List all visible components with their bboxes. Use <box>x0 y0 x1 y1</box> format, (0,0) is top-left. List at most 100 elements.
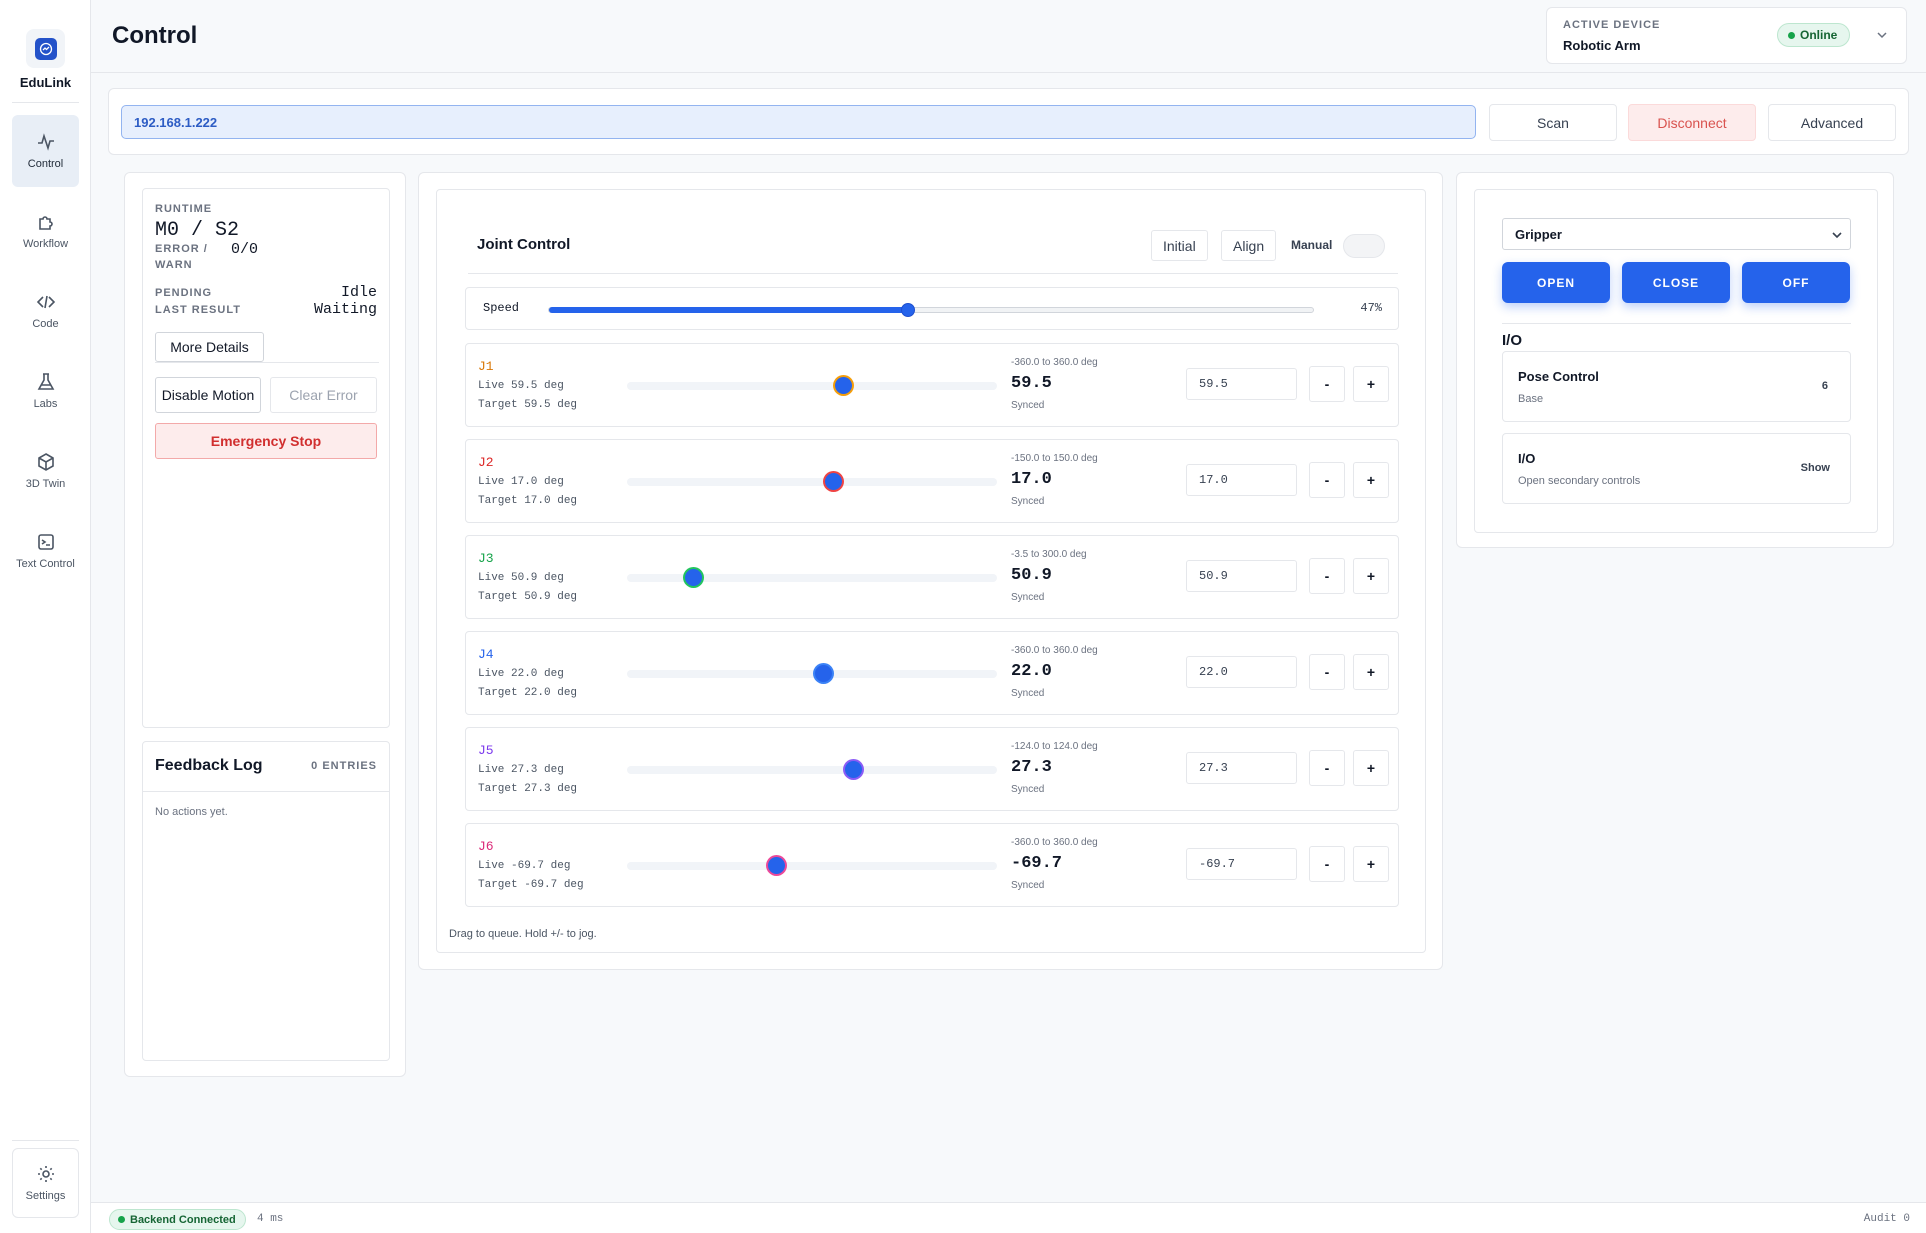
speed-slider-fill <box>549 307 909 313</box>
joint-increment-button[interactable]: + <box>1353 558 1389 594</box>
joint-slider-handle[interactable] <box>685 569 703 586</box>
sidebar-item-text-control[interactable]: Text Control <box>12 515 79 587</box>
sidebar-item-settings[interactable]: Settings <box>12 1148 79 1218</box>
feedback-divider <box>143 791 389 792</box>
joint-value-input[interactable] <box>1186 560 1297 592</box>
joint-range: -360.0 to 360.0 deg <box>1011 837 1098 848</box>
gripper-select[interactable]: Gripper <box>1502 218 1851 250</box>
joint-name: J4 <box>478 647 494 662</box>
ip-address-input[interactable] <box>121 105 1476 139</box>
status-panel: RUNTIME M0 / S2 ERROR / WARN 0/0 PENDING… <box>124 172 406 1077</box>
joint-increment-button[interactable]: + <box>1353 462 1389 498</box>
joint-value-input[interactable] <box>1186 368 1297 400</box>
chevron-down-icon[interactable] <box>1873 26 1891 44</box>
joint-slider-handle[interactable] <box>768 857 786 874</box>
joint-decrement-button[interactable]: - <box>1309 750 1345 786</box>
joint-live-value: Live -69.7 deg <box>478 860 571 872</box>
active-device-selector[interactable]: ACTIVE DEVICE Robotic Arm Online <box>1546 7 1907 64</box>
joint-increment-button[interactable]: + <box>1353 654 1389 690</box>
error-warn-label: ERROR / WARN <box>155 243 208 271</box>
feedback-log-count: 0 ENTRIES <box>311 760 377 772</box>
joint-increment-button[interactable]: + <box>1353 846 1389 882</box>
disable-motion-button[interactable]: Disable Motion <box>155 377 261 413</box>
joint-sync-status: Synced <box>1011 592 1045 603</box>
brand-name: EduLink <box>19 75 72 90</box>
code-icon <box>36 295 55 309</box>
manual-toggle[interactable] <box>1343 234 1385 258</box>
gripper-close-button[interactable]: CLOSE <box>1622 262 1730 303</box>
disconnect-button[interactable]: Disconnect <box>1628 104 1756 141</box>
joint-value-input[interactable] <box>1186 656 1297 688</box>
joint-increment-button[interactable]: + <box>1353 750 1389 786</box>
joint-decrement-button[interactable]: - <box>1309 846 1345 882</box>
sidebar-item-label: Labs <box>33 398 58 410</box>
joint-live-value: Live 59.5 deg <box>478 380 564 392</box>
sidebar-item-labs[interactable]: Labs <box>12 355 79 427</box>
joint-slider[interactable] <box>627 377 997 394</box>
joint-decrement-button[interactable]: - <box>1309 558 1345 594</box>
joint-increment-button[interactable]: + <box>1353 366 1389 402</box>
joint-decrement-button[interactable]: - <box>1309 366 1345 402</box>
puzzle-icon <box>38 216 53 230</box>
joint-sync-status: Synced <box>1011 688 1045 699</box>
joint-slider[interactable] <box>627 665 997 682</box>
gripper-off-button[interactable]: OFF <box>1742 262 1850 303</box>
gripper-divider <box>1502 323 1851 324</box>
clear-error-button[interactable]: Clear Error <box>270 377 377 413</box>
joint-sync-status: Synced <box>1011 400 1045 411</box>
joint-slider[interactable] <box>627 569 997 586</box>
joint-control-divider <box>468 273 1398 274</box>
backend-status-badge: Backend Connected <box>109 1209 246 1230</box>
speed-value: 47% <box>1360 301 1382 315</box>
joint-value: 50.9 <box>1011 566 1052 585</box>
pending-label: PENDING <box>155 287 213 299</box>
feedback-empty-text: No actions yet. <box>155 806 228 818</box>
speed-slider-handle[interactable] <box>901 303 916 317</box>
advanced-button[interactable]: Advanced <box>1768 104 1896 141</box>
sidebar-item-control[interactable]: Control <box>12 115 79 187</box>
joint-slider-handle[interactable] <box>824 473 842 490</box>
io-card[interactable]: I/O Open secondary controls Show <box>1502 433 1851 504</box>
io-section-title: I/O <box>1502 332 1523 349</box>
joint-slider[interactable] <box>627 473 997 490</box>
scan-button[interactable]: Scan <box>1489 104 1617 141</box>
joint-slider-handle[interactable] <box>815 665 833 682</box>
joint-name: J5 <box>478 743 494 758</box>
joint-value-input[interactable] <box>1186 464 1297 496</box>
sidebar-item-3d-twin[interactable]: 3D Twin <box>12 435 79 507</box>
gripper-io-card <box>1474 189 1878 533</box>
joint-slider[interactable] <box>627 761 997 778</box>
joint-value-input[interactable] <box>1186 752 1297 784</box>
emergency-stop-button[interactable]: Emergency Stop <box>155 423 377 459</box>
backend-status-text: Backend Connected <box>130 1213 236 1226</box>
joint-slider[interactable] <box>627 857 997 874</box>
joint-slider-handle[interactable] <box>844 761 862 778</box>
joint-decrement-button[interactable]: - <box>1309 654 1345 690</box>
sidebar-item-code[interactable]: Code <box>12 275 79 347</box>
status-bar: Backend Connected 4 ms Audit 0 <box>91 1202 1926 1233</box>
joint-control-card: Joint Control Initial Align Manual Speed… <box>436 189 1426 953</box>
speed-slider[interactable] <box>548 303 1314 317</box>
joint-live-value: Live 27.3 deg <box>478 764 564 776</box>
speed-control: Speed 47% <box>465 287 1399 330</box>
more-details-button[interactable]: More Details <box>155 332 264 362</box>
align-button[interactable]: Align <box>1221 230 1277 261</box>
pose-control-card[interactable]: Pose Control Base 6 <box>1502 351 1851 422</box>
joint-control-panel: Joint Control Initial Align Manual Speed… <box>418 172 1443 970</box>
joint-control-hint: Drag to queue. Hold +/- to jog. <box>449 928 597 940</box>
joint-value: -69.7 <box>1011 854 1063 873</box>
joint-range: -360.0 to 360.0 deg <box>1011 357 1098 368</box>
sidebar-item-workflow[interactable]: Workflow <box>12 195 79 267</box>
joint-target-value: Target 27.3 deg <box>478 783 578 795</box>
joint-value-input[interactable] <box>1186 848 1297 880</box>
joint-row-j1: J1 Live 59.5 deg Target 59.5 deg -360.0 to … <box>465 343 1399 427</box>
joint-target-value: Target 59.5 deg <box>478 399 578 411</box>
io-show-button[interactable]: Show <box>1800 462 1830 474</box>
initial-button[interactable]: Initial <box>1151 230 1208 261</box>
sidebar-divider <box>12 102 79 103</box>
manual-label: Manual <box>1291 238 1333 252</box>
joint-slider-handle[interactable] <box>834 377 852 394</box>
pose-control-desc: Base <box>1518 393 1544 405</box>
joint-decrement-button[interactable]: - <box>1309 462 1345 498</box>
gripper-open-button[interactable]: OPEN <box>1502 262 1610 303</box>
